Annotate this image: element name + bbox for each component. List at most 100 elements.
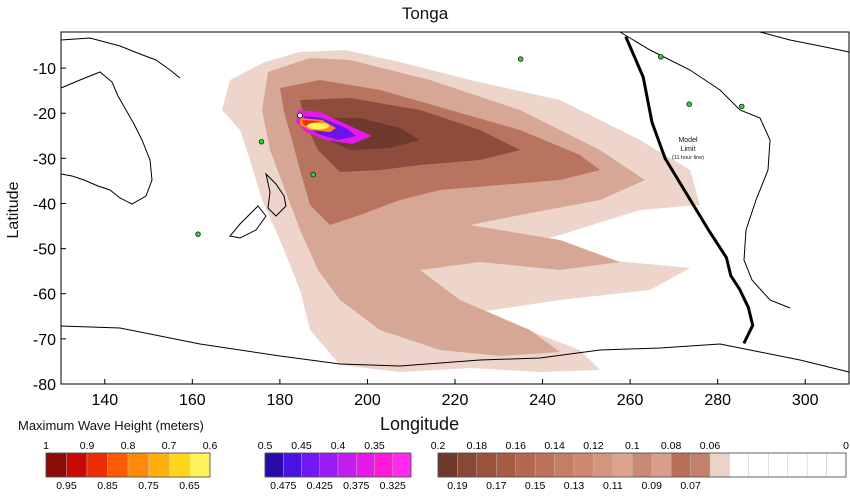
y-axis-ticks: -10 -20 -30 -40 -50 -60 -70 -80 bbox=[33, 61, 66, 394]
x-tick-label-3: 200 bbox=[354, 392, 381, 409]
south-america-north bbox=[759, 31, 850, 53]
colorbar-swatch-0-3 bbox=[107, 452, 129, 478]
colorbar-swatch-2-15 bbox=[729, 452, 750, 478]
colorbar-swatch-2-7 bbox=[573, 452, 594, 478]
colorbar-swatch-2-8 bbox=[593, 452, 614, 478]
y-tick-label-3: -40 bbox=[33, 196, 56, 213]
new-zealand-north bbox=[265, 172, 287, 217]
colorbar-bottom-label-2-6: 0.07 bbox=[680, 480, 701, 492]
colorbar-swatch-0-5 bbox=[148, 452, 170, 478]
x-axis-ticks: 140 160 180 200 220 240 260 280 300 bbox=[91, 379, 819, 409]
colorbar-swatch-1-2 bbox=[301, 452, 320, 478]
station-marker-5 bbox=[310, 171, 316, 178]
colorbar-swatch-2-6 bbox=[554, 452, 575, 478]
colorbar-top-label-0-4: 0.6 bbox=[203, 440, 218, 452]
colorbar-top-label-2-5: 0.1 bbox=[625, 440, 640, 452]
y-tick-label-6: -70 bbox=[33, 332, 56, 349]
antarctica-coast bbox=[60, 325, 850, 373]
station-marker-1 bbox=[658, 54, 664, 60]
colorbar-bottom-label-0-0: 0.95 bbox=[56, 480, 77, 492]
map-title: Tonga bbox=[401, 4, 449, 23]
colorbar-swatch-1-0 bbox=[264, 452, 284, 478]
station-marker-3 bbox=[739, 103, 745, 110]
colorbar-swatch-2-5 bbox=[534, 452, 555, 478]
colorbar-swatch-0-4 bbox=[127, 452, 149, 478]
colorbar-top-label-2-4: 0.12 bbox=[583, 440, 604, 452]
x-tick-label-7: 280 bbox=[704, 392, 731, 409]
colorbar-bottom-label-0-3: 0.65 bbox=[179, 480, 200, 492]
colorbar-swatch-2-1 bbox=[457, 452, 478, 478]
colorbar-top-label-2-0: 0.2 bbox=[431, 440, 446, 452]
annotation-sub: (11 hour line) bbox=[672, 155, 704, 161]
colorbar-swatch-0-6 bbox=[168, 452, 190, 478]
colorbar-swatch-0-1 bbox=[66, 452, 88, 478]
model-limit-annotation: Model Limit (11 hour line) bbox=[662, 136, 714, 163]
colorbar-top-label-2-2: 0.16 bbox=[505, 440, 526, 452]
station-marker-2 bbox=[686, 101, 692, 107]
colorbar-swatch-2-4 bbox=[515, 452, 536, 478]
colorbar-swatch-2-3 bbox=[496, 452, 516, 478]
colorbar-swatch-2-20 bbox=[826, 452, 847, 478]
colorbar-bottom-label-2-1: 0.17 bbox=[486, 480, 507, 492]
station-markers bbox=[195, 54, 745, 237]
colorbar-swatch-2-17 bbox=[768, 452, 788, 478]
x-tick-label-1: 160 bbox=[179, 392, 206, 409]
colorbar-swatch-1-4 bbox=[337, 452, 357, 478]
colorbar-swatch-2-14 bbox=[709, 452, 730, 478]
colorbar-swatch-1-1 bbox=[283, 452, 302, 478]
australia-coast bbox=[60, 71, 153, 205]
x-tick-label-2: 180 bbox=[267, 392, 294, 409]
source-marker bbox=[297, 112, 303, 119]
new-guinea-coast bbox=[60, 37, 181, 79]
colorbar-frame-0 bbox=[45, 452, 211, 478]
y-tick-label-7: -80 bbox=[33, 377, 56, 394]
colorbar-top-label-0-3: 0.7 bbox=[162, 440, 177, 452]
colorbar-swatch-1-5 bbox=[356, 452, 375, 478]
colorbar-bottom-label-1-1: 0.425 bbox=[307, 480, 333, 492]
new-zealand-south bbox=[229, 205, 267, 239]
colorbar: 1 0.9 0.8 0.7 0.6 0.95 0.85 0.75 0.65 0.5 0.45 0.4 0… bbox=[43, 440, 849, 492]
colorbar-swatch-1-6 bbox=[374, 452, 393, 478]
colorbar-swatch-2-18 bbox=[787, 452, 808, 478]
x-tick-label-0: 140 bbox=[91, 392, 118, 409]
colorbar-swatch-0-7 bbox=[189, 452, 211, 478]
colorbar-top-label-0-2: 0.8 bbox=[121, 440, 136, 452]
colorbar-top-label-0-0: 1 bbox=[43, 440, 49, 452]
colorbar-swatch-0-0 bbox=[45, 452, 67, 478]
y-tick-label-5: -60 bbox=[33, 287, 56, 304]
colorbar-bottom-label-2-3: 0.13 bbox=[564, 480, 585, 492]
colorbar-swatch-2-19 bbox=[806, 452, 827, 478]
annotation-line-2: Limit bbox=[680, 146, 696, 153]
colorbar-bottom-label-2-2: 0.15 bbox=[525, 480, 546, 492]
station-marker-0 bbox=[517, 56, 524, 62]
colorbar-top-label-1-3: 0.35 bbox=[364, 440, 385, 452]
colorbar-swatch-0-2 bbox=[86, 452, 108, 478]
colorbar-top-label-1-0: 0.5 bbox=[258, 440, 273, 452]
station-marker-6 bbox=[195, 231, 201, 237]
colorbar-title: Maximum Wave Height (meters) bbox=[18, 418, 204, 433]
y-tick-label-0: -10 bbox=[33, 61, 56, 78]
zone-yellow bbox=[307, 122, 329, 130]
x-axis-label: Longitude bbox=[380, 414, 460, 434]
colorbar-bottom-label-2-5: 0.09 bbox=[641, 480, 662, 492]
annotation-line-1: Model bbox=[678, 137, 698, 144]
colorbar-top-label-2-3: 0.14 bbox=[544, 440, 565, 452]
colorbar-swatch-2-12 bbox=[670, 452, 691, 478]
colorbar-bottom-label-0-1: 0.85 bbox=[97, 480, 118, 492]
colorbar-swatch-2-9 bbox=[612, 452, 633, 478]
model-limit-line bbox=[624, 35, 755, 345]
colorbar-top-label-2-7: 0.06 bbox=[700, 440, 721, 452]
colorbar-top-label-0-1: 0.9 bbox=[80, 440, 95, 452]
x-tick-label-5: 240 bbox=[529, 392, 556, 409]
y-tick-label-2: -30 bbox=[33, 151, 56, 168]
colorbar-top-label-2-1: 0.18 bbox=[467, 440, 488, 452]
wave-field bbox=[222, 50, 700, 372]
colorbar-bottom-label-1-0: 0.475 bbox=[270, 480, 296, 492]
colorbar-top-label-2-8: 0 bbox=[843, 440, 849, 452]
colorbar-swatch-2-10 bbox=[632, 452, 652, 478]
colorbar-bottom-label-0-2: 0.75 bbox=[138, 480, 159, 492]
colorbar-swatch-2-2 bbox=[476, 452, 497, 478]
colorbar-frame-1 bbox=[264, 452, 412, 478]
